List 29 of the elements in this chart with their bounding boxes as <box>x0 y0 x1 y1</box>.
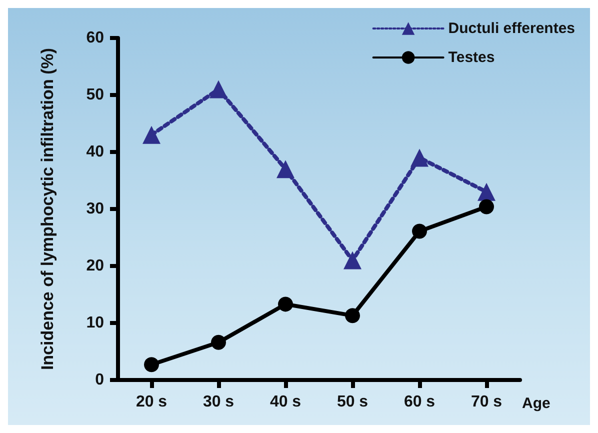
point <box>211 334 226 350</box>
y-tick-label: 10 <box>86 314 104 332</box>
point <box>344 251 362 270</box>
legend-label: Testes <box>448 49 495 66</box>
y-tick-label: 50 <box>86 86 104 104</box>
y-tick-label: 20 <box>86 258 104 274</box>
legend-label: Ductuli efferentes <box>448 20 576 37</box>
x-axis-title: Age <box>522 395 550 412</box>
x-tick-label: 20 s <box>136 394 168 410</box>
point <box>478 182 496 201</box>
point <box>412 224 427 239</box>
point <box>276 160 294 178</box>
x-tick-label: 70 s <box>470 394 502 410</box>
point <box>278 296 293 312</box>
x-tick-label: 60 s <box>404 394 436 410</box>
point <box>210 80 228 98</box>
point <box>345 308 360 324</box>
y-tick-label: 60 <box>86 30 104 46</box>
y-tick-label: 0 <box>95 372 104 388</box>
y-tick-label: 30 <box>86 200 104 218</box>
y-tick-label: 40 <box>86 144 104 160</box>
point <box>479 199 494 214</box>
x-tick-label: 30 s <box>202 394 234 410</box>
point <box>142 126 160 144</box>
x-tick-label: 40 s <box>270 394 302 410</box>
x-tick-label: 50 s <box>336 394 368 410</box>
point <box>144 357 159 372</box>
y-axis-title: Incidence of lymphocytic infiltration (%) <box>38 48 57 370</box>
point <box>410 148 428 167</box>
